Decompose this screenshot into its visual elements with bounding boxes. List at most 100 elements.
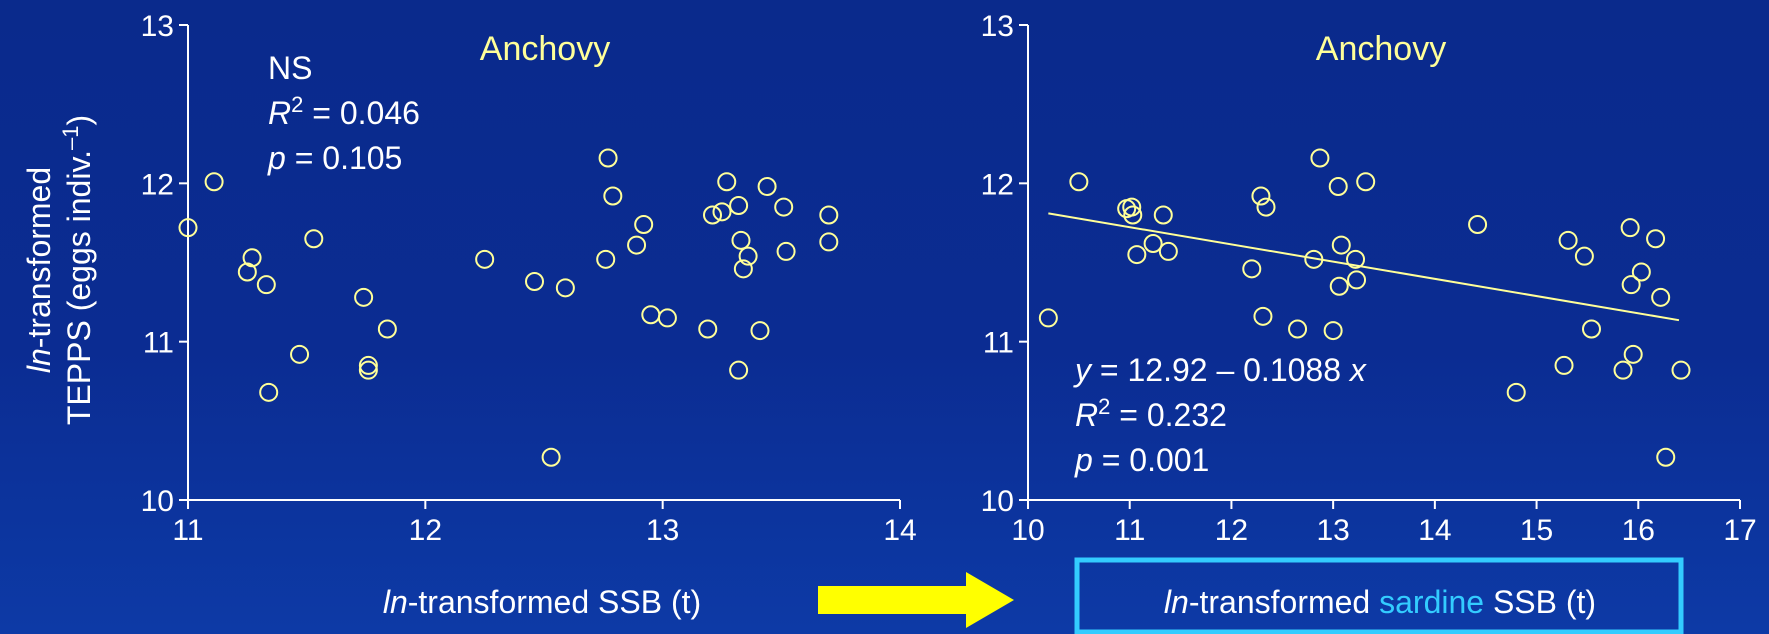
arrow-right-icon [818,572,1014,628]
p-value-left: = 0.105 [286,140,403,176]
data-point [712,202,732,222]
data-point [555,278,575,298]
data-point [204,172,224,192]
data-point [1646,229,1666,249]
x-tick-label: 15 [1520,514,1553,547]
stat-r2-right: R2 = 0.232 [1075,394,1227,433]
data-point [1253,306,1273,326]
data-point [290,344,310,364]
data-point [525,272,545,291]
data-point [1356,172,1376,192]
data-point [774,197,794,217]
data-point [1256,197,1276,217]
data-point [1581,319,1601,339]
data-point [1304,249,1324,269]
data-point [237,262,257,282]
data-point [596,249,616,269]
r2-exp-right: 2 [1098,394,1110,419]
x-tick-label: 13 [1316,514,1349,547]
data-point [1122,197,1142,217]
y-tick-label: 11 [983,327,1014,360]
data-point [717,172,737,192]
x-axis-title-left: ln-transformed SSB (t) [383,584,701,620]
x-tick-label: 14 [1418,514,1451,547]
panel-title-left: Anchovy [480,30,610,68]
x-tick-label: 17 [1723,514,1756,547]
data-point [1038,308,1058,328]
x-title-italic-left: ln [383,584,408,620]
data-point [1651,287,1671,307]
data-point [304,229,324,249]
panel-title-right: Anchovy [1316,30,1446,68]
data-point [1506,382,1526,402]
y-axis-title-italic: ln [21,348,57,373]
data-point [256,275,276,295]
stat-p-left: p = 0.105 [267,140,402,176]
data-point [657,308,677,328]
x-tick-label: 12 [1215,514,1248,547]
data-point [598,148,618,168]
data-point [729,360,749,380]
data-point [738,246,758,266]
data-point [242,248,262,268]
y-axis-title-line1: -transformed [21,167,57,348]
data-point [1153,205,1173,225]
data-point [750,321,770,341]
y-tick-label: 13 [981,10,1014,43]
eq-y: y [1073,352,1093,388]
x-title-end-right: SSB (t) [1484,584,1596,620]
r2-symbol-right: R [1075,397,1098,433]
y-tick-label: 13 [141,10,174,43]
y-tick-label: 11 [143,327,174,360]
x-tick-label: 16 [1622,514,1655,547]
data-point [634,215,654,234]
data-point [729,196,749,215]
stat-equation: y = 12.92 – 0.1088 x [1073,352,1367,388]
x-tick-label: 14 [883,514,916,547]
data-point [1310,148,1330,168]
data-point [1127,245,1147,265]
svg-text:TEPPS (eggs indiv.–1): TEPPS (eggs indiv.–1) [58,115,97,425]
data-point [541,447,561,467]
data-point [354,287,374,307]
data-point [627,235,647,255]
data-point [1143,234,1163,253]
r2-exp-left: 2 [291,92,303,117]
r2-symbol-left: R [268,95,291,131]
x-title-italic-right: ln [1164,584,1189,620]
y-axis-title: ln-transformed TEPPS (eggs indiv.–1) [21,115,97,425]
data-point [776,241,796,261]
data-point [1621,275,1641,295]
data-point [819,205,839,225]
data-point [1251,186,1271,206]
data-point [1123,205,1143,225]
data-point [698,319,718,339]
data-point [819,232,839,252]
data-point [1346,249,1366,269]
data-point [1468,215,1488,234]
stat-significance: NS [268,50,312,86]
data-point [1288,319,1308,339]
y-tick-label: 10 [981,485,1014,518]
stat-p-right: p = 0.001 [1074,442,1209,478]
y-tick-label: 12 [981,168,1014,201]
y-axis-title-end: ) [61,115,97,126]
data-point [1331,235,1351,255]
y-tick-label: 12 [141,168,174,201]
x-tick-label: 13 [646,514,679,547]
data-point [358,360,378,380]
data-point [1656,447,1676,467]
data-point [731,230,751,250]
highlight-box [1074,557,1684,634]
data-point [1069,172,1089,192]
axes-right: 10 11 12 13 14 15 16 17 10 11 12 13 [981,10,1757,547]
data-point [733,259,753,279]
r2-value-right: = 0.232 [1110,397,1227,433]
data-point [1613,360,1633,380]
p-value-right: = 0.001 [1093,442,1210,478]
data-point [603,186,623,206]
x-tick-label: 10 [1011,514,1044,547]
data-point [1671,360,1691,380]
